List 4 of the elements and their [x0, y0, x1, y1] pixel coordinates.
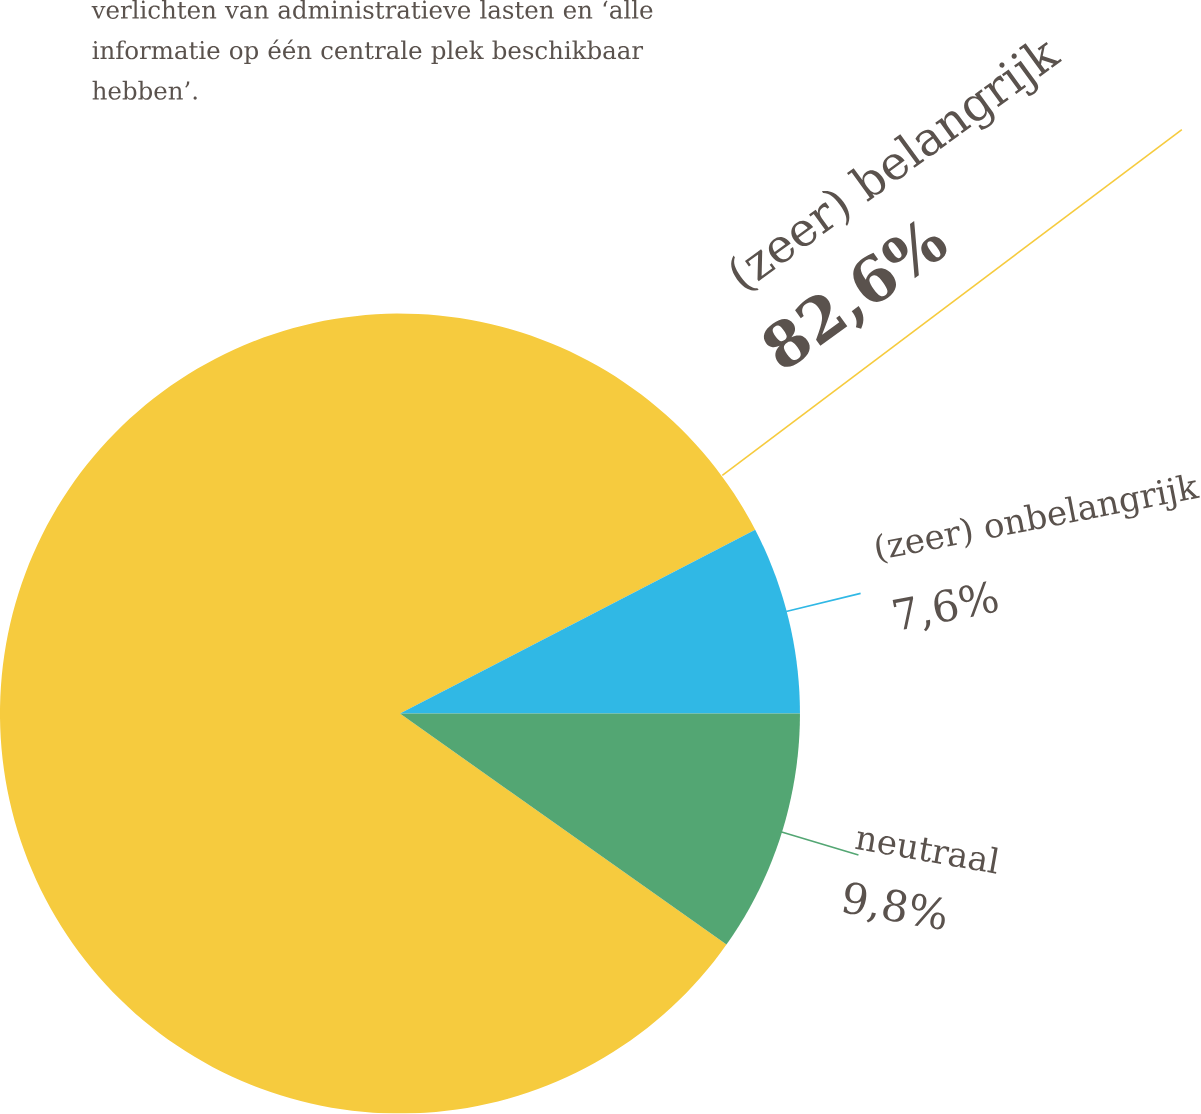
data-label: 7,6%	[892, 581, 998, 632]
text: verlichten van administratieve lasten en ‘alle informatie op één centrale plek beschikbaar hebben’.	[91, 0, 653, 100]
data-label: 9,8%	[843, 882, 945, 930]
slice-label: neutraal	[855, 831, 998, 874]
